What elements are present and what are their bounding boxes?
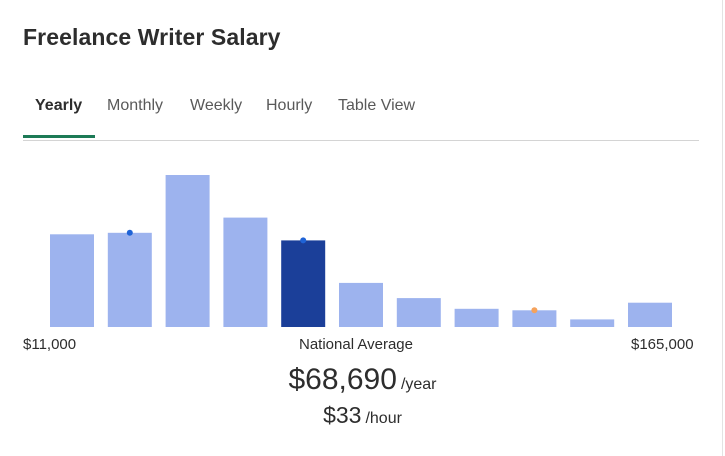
blue-marker-dot [300, 237, 307, 244]
tab-table-view[interactable]: Table View [338, 97, 416, 114]
histogram-bar [512, 310, 557, 327]
period-tabs: Yearly Monthly Weekly Hourly Table View [23, 96, 699, 141]
average-yearly: $68,690/year [0, 363, 725, 397]
average-yearly-value: $68,690 [288, 363, 397, 396]
tab-hourly[interactable]: Hourly [266, 97, 313, 114]
active-tab-indicator [23, 135, 95, 138]
histogram-bar [628, 302, 672, 327]
histogram-bar [454, 308, 499, 327]
panel-edge [722, 0, 723, 456]
histogram-bar [107, 232, 152, 327]
tab-yearly[interactable]: Yearly [35, 97, 83, 114]
histogram-bar [570, 319, 615, 327]
histogram-bar [339, 282, 383, 327]
average-hourly: $33/hour [0, 402, 725, 429]
histogram-bar-national-average [281, 240, 326, 327]
average-hourly-value: $33 [323, 402, 362, 428]
blue-marker-dot [126, 229, 133, 236]
tab-monthly[interactable]: Monthly [107, 97, 164, 114]
histogram-bar [223, 217, 268, 327]
histogram-bar [396, 298, 441, 327]
salary-histogram [50, 175, 672, 327]
histogram-bar [165, 175, 210, 327]
orange-marker-dot [531, 307, 538, 314]
histogram-bar [50, 234, 94, 327]
page-title: Freelance Writer Salary [23, 24, 281, 50]
average-hourly-unit: /hour [365, 410, 402, 427]
average-yearly-unit: /year [400, 376, 437, 393]
national-average-label: National Average [299, 336, 413, 353]
axis-min-label: $11,000 [23, 336, 77, 353]
axis-max-label: $165,000 [631, 336, 694, 353]
tab-weekly[interactable]: Weekly [190, 97, 243, 114]
